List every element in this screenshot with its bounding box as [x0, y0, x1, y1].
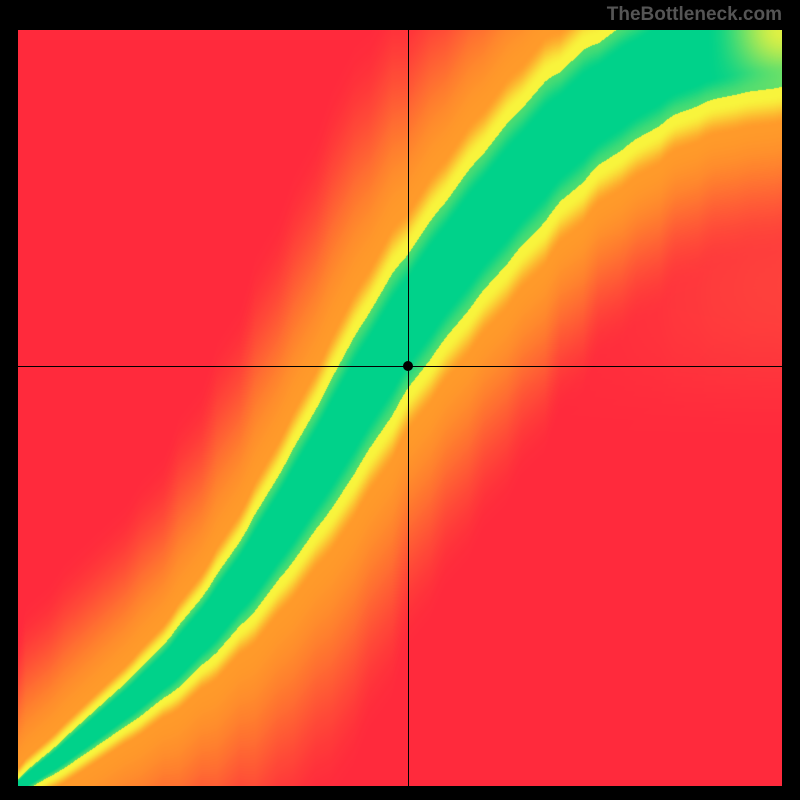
crosshair-marker [403, 361, 413, 371]
watermark-text: TheBottleneck.com [607, 4, 782, 26]
chart-container: TheBottleneck.com [0, 0, 800, 800]
heatmap-canvas [18, 30, 782, 786]
crosshair-horizontal [18, 366, 782, 367]
plot-area [18, 30, 782, 786]
crosshair-vertical [408, 30, 409, 786]
